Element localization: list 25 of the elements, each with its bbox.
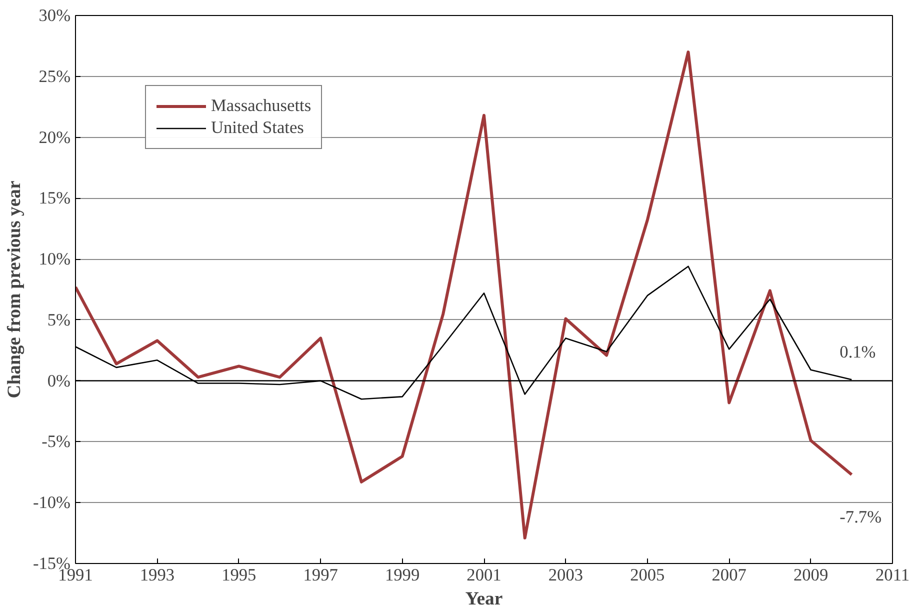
y-tick-label: -5% (42, 432, 71, 452)
y-tick-label: 15% (38, 188, 71, 208)
x-tick-label: 1993 (140, 566, 175, 584)
x-tick-label: 2005 (630, 566, 665, 584)
y-tick-label: 5% (47, 310, 71, 330)
annotation: 0.1% (840, 342, 876, 362)
x-tick-label: 2001 (466, 566, 502, 584)
x-tick-label: 2007 (712, 566, 747, 584)
y-tick-label: 25% (38, 66, 71, 86)
y-axis-title: Change from previous year (4, 180, 25, 398)
y-tick-label: -10% (32, 493, 71, 512)
x-tick-label: 2011 (875, 566, 910, 584)
x-tick-label: 1999 (384, 566, 420, 584)
y-tick-label: 0% (47, 371, 71, 390)
y-tick-label: 20% (38, 128, 71, 147)
legend-label: Massachusetts (211, 96, 312, 116)
x-tick-label: 1997 (303, 566, 338, 584)
y-tick-label: 30% (38, 6, 71, 25)
x-axis-title: Year (465, 588, 503, 610)
x-tick-label: 2009 (793, 566, 828, 584)
x-tick-label: 1995 (222, 566, 256, 584)
x-tick-label: 2003 (548, 566, 584, 584)
y-tick-label: 10% (38, 250, 71, 269)
legend-label: United States (211, 118, 304, 138)
annotation: -7.7% (840, 508, 882, 527)
